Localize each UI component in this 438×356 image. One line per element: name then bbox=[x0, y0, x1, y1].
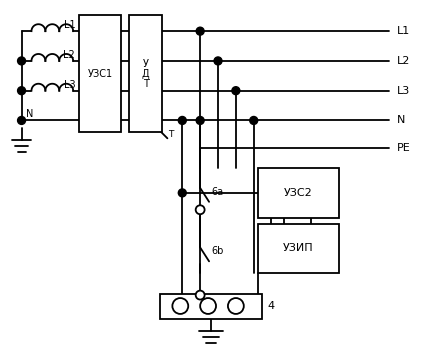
Circle shape bbox=[250, 116, 258, 124]
Text: УЗС2: УЗС2 bbox=[284, 188, 313, 198]
Circle shape bbox=[232, 87, 240, 95]
Circle shape bbox=[196, 27, 204, 35]
Text: Д: Д bbox=[142, 69, 149, 79]
Text: 6b: 6b bbox=[211, 246, 223, 256]
Circle shape bbox=[196, 205, 205, 214]
Text: L2: L2 bbox=[64, 50, 75, 60]
Text: PE: PE bbox=[396, 143, 410, 153]
Text: L3: L3 bbox=[64, 80, 75, 90]
Bar bbox=[258, 168, 339, 218]
Text: L1: L1 bbox=[396, 26, 410, 36]
Text: N: N bbox=[396, 115, 405, 125]
Text: 4: 4 bbox=[268, 301, 275, 311]
Circle shape bbox=[196, 290, 205, 299]
Text: Т: Т bbox=[143, 79, 148, 89]
Text: L1: L1 bbox=[64, 20, 75, 30]
Text: У: У bbox=[143, 59, 148, 69]
Text: Т: Т bbox=[168, 130, 174, 139]
Text: N: N bbox=[25, 110, 33, 120]
Text: L2: L2 bbox=[396, 56, 410, 66]
Bar bbox=[160, 294, 261, 319]
Bar bbox=[258, 224, 339, 273]
Text: L3: L3 bbox=[396, 86, 410, 96]
Circle shape bbox=[178, 189, 186, 197]
Circle shape bbox=[173, 298, 188, 314]
Circle shape bbox=[214, 57, 222, 65]
Bar bbox=[129, 15, 162, 132]
Circle shape bbox=[178, 116, 186, 124]
Circle shape bbox=[228, 298, 244, 314]
Circle shape bbox=[18, 87, 25, 95]
Circle shape bbox=[18, 57, 25, 65]
Circle shape bbox=[18, 116, 25, 124]
Circle shape bbox=[200, 298, 216, 314]
Text: УЗИП: УЗИП bbox=[283, 244, 314, 253]
Text: 6а: 6а bbox=[211, 187, 223, 197]
Bar bbox=[79, 15, 121, 132]
Text: УЗС1: УЗС1 bbox=[87, 69, 113, 79]
Circle shape bbox=[196, 116, 204, 124]
